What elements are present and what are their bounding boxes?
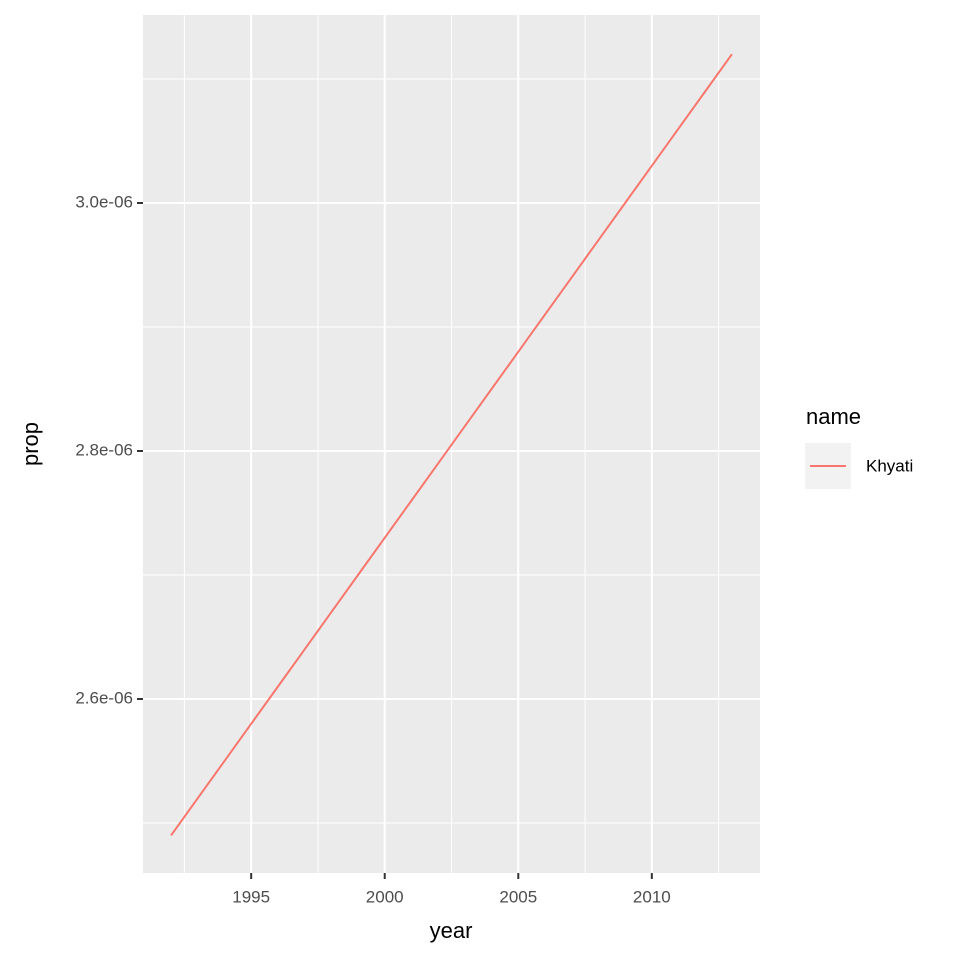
x-tick-label: 2010 [633, 887, 671, 906]
legend-title: name [806, 404, 861, 429]
y-tick-label: 2.6e-06 [75, 689, 133, 708]
x-tick-label: 2000 [366, 887, 404, 906]
legend-label: Khyati [866, 456, 913, 475]
x-axis-title: year [430, 918, 473, 943]
y-tick-label: 3.0e-06 [75, 192, 133, 211]
x-tick-label: 2005 [499, 887, 537, 906]
data-line [170, 53, 733, 837]
y-tick-label: 2.8e-06 [75, 440, 133, 459]
y-axis-title: prop [18, 422, 43, 466]
x-tick-label: 1995 [232, 887, 270, 906]
